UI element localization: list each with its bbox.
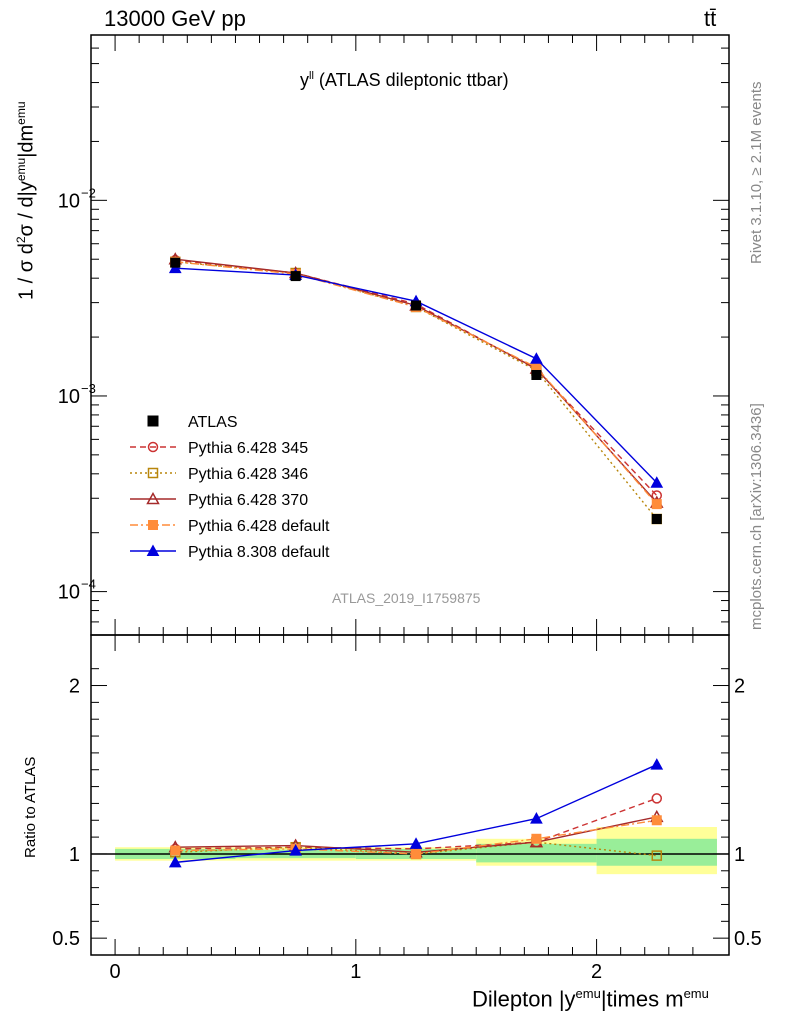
xlabel-part-a: Dilepton |y bbox=[472, 986, 576, 1012]
plot-title-rest: (ATLAS dileptonic ttbar) bbox=[318, 70, 509, 90]
ratio-band-inner bbox=[596, 838, 717, 866]
legend-marker bbox=[147, 415, 159, 427]
x-axis-label: Dilepton |yemu|times memu bbox=[472, 986, 709, 1012]
ratio-series-point bbox=[651, 793, 663, 804]
main-plot-frame bbox=[90, 34, 730, 636]
ratio-y-tick-label: 1 bbox=[69, 844, 80, 866]
legend-label: Pythia 8.308 default bbox=[188, 544, 330, 561]
plot-title: yll (ATLAS dileptonic ttbar) bbox=[300, 70, 509, 91]
legend-label: Pythia 6.428 346 bbox=[188, 466, 308, 483]
xlabel-part-d: emu bbox=[683, 986, 709, 1001]
data-point bbox=[170, 257, 181, 268]
ratio-y-tick-label-right: 2 bbox=[734, 676, 745, 698]
series-point bbox=[650, 476, 664, 488]
ratio-band-layer bbox=[91, 827, 729, 875]
legend-marker bbox=[147, 441, 159, 453]
main-y-axis-label: 1 / σ d2σ / d|yemu|dmemu bbox=[14, 101, 39, 300]
x-tick-label: 1 bbox=[350, 961, 361, 983]
energy-label: 13000 GeV pp bbox=[104, 6, 246, 31]
main-y-tick-label: 10 bbox=[58, 582, 80, 604]
main-y-tick-label: 10 bbox=[58, 386, 80, 408]
mcplots-label: mcplots.cern.ch [arXiv:1306.3436] bbox=[748, 403, 765, 630]
legend-marker bbox=[146, 544, 160, 556]
x-tick-label: 2 bbox=[591, 961, 602, 983]
ratio-series-point bbox=[530, 812, 543, 824]
main-y-tick-label: 10 bbox=[58, 190, 80, 212]
legend-marker bbox=[148, 520, 158, 530]
legend: ATLAS Pythia 6.428 345 Pythia 6.428 346 Pyt… bbox=[130, 414, 330, 561]
x-tick-label: 0 bbox=[110, 961, 121, 983]
ratio-series-point bbox=[289, 844, 302, 856]
rivet-version-label: Rivet 3.1.10, ≥ 2.1M events bbox=[748, 81, 765, 265]
ratio-y-axis-label: Ratio to ATLAS bbox=[22, 756, 39, 858]
ratio-y-tick-label-right: 1 bbox=[734, 844, 745, 866]
xlabel-part-b: emu bbox=[575, 986, 601, 1001]
plot-title-var: y bbox=[300, 70, 309, 90]
axes-ticks-layer: 10 −410 −310 −20 1 20.5 0.51 12 2 bbox=[52, 34, 762, 983]
data-point bbox=[411, 300, 422, 311]
ratio-series-layer bbox=[168, 758, 664, 868]
ratio-series-point bbox=[650, 758, 664, 770]
process-label: tt̄ bbox=[704, 6, 717, 31]
ylabel-part-e: |dm bbox=[15, 124, 38, 158]
ratio-band-inner bbox=[476, 843, 597, 863]
analysis-id: ATLAS_2019_I1759875 bbox=[332, 590, 481, 606]
ylabel-part-f: emu bbox=[14, 101, 28, 125]
data-point bbox=[531, 369, 542, 380]
legend-label: Pythia 6.428 345 bbox=[188, 440, 308, 457]
main-y-tick-exponent: −4 bbox=[81, 577, 96, 592]
legend-marker bbox=[146, 491, 160, 505]
ratio-y-tick-label-right: 0.5 bbox=[734, 928, 762, 950]
ratio-series-point bbox=[531, 833, 542, 844]
ylabel-part-b: 2 bbox=[14, 236, 28, 244]
data-point bbox=[651, 514, 662, 525]
plot-title-sup: ll bbox=[309, 70, 314, 82]
legend-label: Pythia 6.428 default bbox=[188, 518, 330, 535]
ratio-series-point bbox=[409, 837, 423, 849]
ratio-series-point bbox=[651, 850, 663, 861]
series-point bbox=[651, 499, 662, 510]
ratio-y-tick-label: 2 bbox=[69, 676, 80, 698]
legend-label: ATLAS bbox=[188, 414, 238, 431]
ratio-series-point bbox=[411, 848, 422, 859]
ylabel-part-d: emu bbox=[14, 157, 28, 182]
ratio-series-point bbox=[651, 815, 662, 826]
ratio-y-tick-label: 0.5 bbox=[52, 928, 80, 950]
ratio-series-point bbox=[168, 855, 182, 868]
legend-marker bbox=[147, 467, 159, 479]
legend-label: Pythia 6.428 370 bbox=[188, 492, 308, 509]
ylabel-part-a: 1 / σ d bbox=[15, 243, 38, 300]
xlabel-part-c: |times m bbox=[600, 986, 684, 1012]
ylabel-part-c: σ / d|y bbox=[15, 181, 38, 237]
series-point bbox=[530, 352, 543, 364]
main-y-tick-exponent: −3 bbox=[81, 381, 96, 396]
main-series-layer bbox=[168, 252, 664, 525]
data-point bbox=[290, 271, 301, 282]
ratio-plot-frame bbox=[90, 634, 730, 956]
main-y-tick-exponent: −2 bbox=[81, 185, 96, 200]
ratio-series-point bbox=[170, 845, 181, 856]
